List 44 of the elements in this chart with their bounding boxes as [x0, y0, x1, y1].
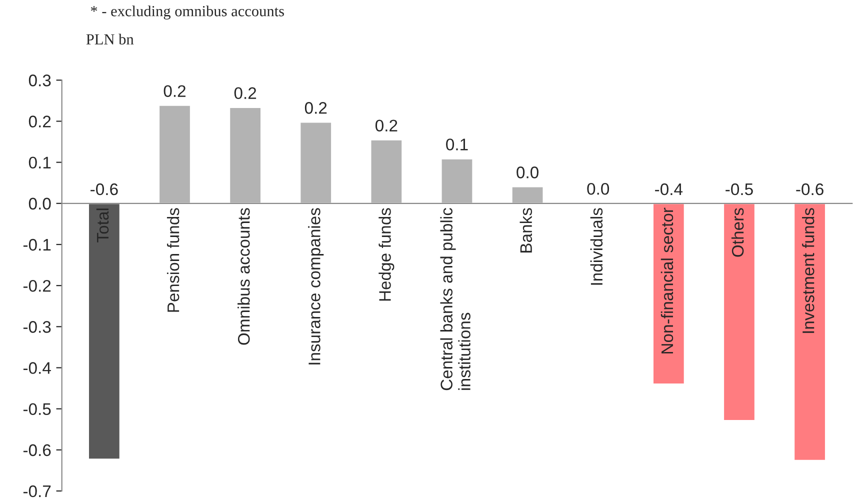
x-tick-label: Central banks and public institutions — [440, 208, 470, 390]
x-tick-label: Omnibus accounts — [238, 208, 250, 345]
bar — [158, 104, 192, 204]
data-label: -0.4 — [655, 183, 683, 196]
y-tick-label: 0.2 — [28, 116, 51, 128]
x-tick-label: Banks — [520, 208, 532, 252]
data-label: 0.0 — [587, 182, 610, 195]
bar — [793, 202, 826, 462]
y-tick-label: -0.5 — [23, 403, 51, 416]
y-tick-label: -0.6 — [23, 444, 51, 456]
bar — [370, 139, 403, 204]
bar — [299, 121, 332, 204]
data-label: -0.6 — [796, 183, 824, 196]
x-tick-label: Investment funds — [802, 208, 814, 333]
x-tick-label: Non-financial sector — [660, 208, 674, 354]
y-tick-label: -0.7 — [23, 485, 51, 498]
bar — [510, 186, 544, 204]
y-tick-label: -0.1 — [23, 238, 51, 251]
x-tick-label: Others — [731, 208, 744, 257]
bar — [228, 106, 262, 204]
y-tick-label: -0.2 — [23, 280, 51, 292]
y-tick-label: -0.4 — [23, 362, 51, 374]
data-label: -0.6 — [90, 183, 118, 196]
bar — [88, 202, 121, 460]
data-label: 0.1 — [446, 138, 468, 150]
y-axis-title: PLN bn — [86, 34, 134, 44]
bar — [440, 158, 474, 204]
data-label: 0.2 — [234, 87, 256, 100]
y-tick-label: 0.1 — [28, 156, 51, 169]
y-tick-label: 0.3 — [28, 74, 51, 86]
data-label: 0.0 — [516, 166, 538, 178]
data-label: 0.2 — [164, 85, 186, 97]
x-tick-label: Individuals — [590, 208, 603, 285]
data-label: 0.2 — [375, 120, 398, 132]
text: * - excluding omnibus accounts — [90, 6, 284, 20]
bar — [652, 202, 686, 385]
x-tick-label: Pension funds — [166, 208, 180, 312]
bar — [722, 202, 756, 422]
x-tick-label: Hedge funds — [378, 208, 394, 301]
data-label: 0.2 — [304, 102, 327, 114]
y-tick-label: -0.3 — [23, 321, 51, 333]
y-tick-label: 0.0 — [28, 198, 51, 210]
data-label: -0.5 — [726, 183, 753, 196]
x-tick-label: Insurance companies — [308, 208, 324, 364]
